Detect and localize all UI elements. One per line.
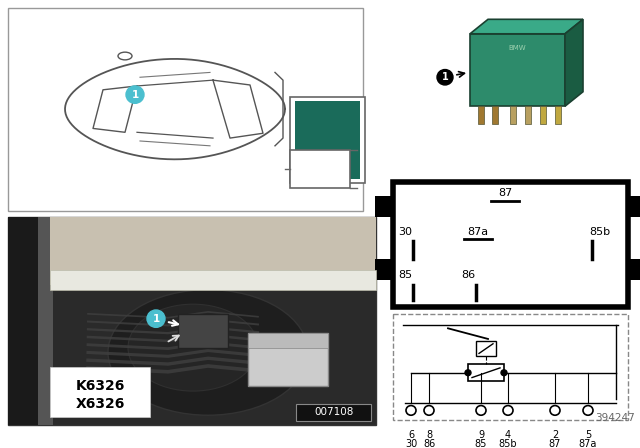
Circle shape — [503, 405, 513, 415]
Bar — [478, 106, 484, 124]
Text: 87: 87 — [549, 439, 561, 448]
Bar — [8, 217, 50, 425]
Polygon shape — [65, 59, 285, 159]
Ellipse shape — [128, 304, 258, 391]
Bar — [248, 333, 328, 386]
Bar — [468, 364, 504, 381]
Text: 394247: 394247 — [595, 413, 635, 423]
Circle shape — [476, 405, 486, 415]
Bar — [375, 196, 393, 217]
Bar — [375, 259, 393, 280]
Text: 4: 4 — [505, 430, 511, 440]
Bar — [248, 333, 328, 348]
Bar — [555, 106, 561, 124]
Text: 1: 1 — [131, 90, 139, 99]
Bar — [628, 196, 640, 217]
Circle shape — [424, 405, 434, 415]
Text: 87a: 87a — [467, 227, 488, 237]
Circle shape — [126, 86, 144, 103]
Bar — [50, 217, 376, 285]
Bar — [540, 106, 546, 124]
Bar — [38, 217, 53, 425]
Ellipse shape — [118, 52, 132, 60]
Text: 85b: 85b — [589, 227, 611, 237]
Text: 1: 1 — [442, 72, 449, 82]
Text: 86: 86 — [461, 270, 475, 280]
Text: 87: 87 — [498, 188, 512, 198]
Circle shape — [437, 69, 453, 85]
Bar — [295, 101, 360, 179]
Polygon shape — [565, 19, 583, 106]
Text: 30: 30 — [398, 227, 412, 237]
Circle shape — [550, 405, 560, 415]
Bar — [393, 181, 628, 307]
Text: 8: 8 — [426, 430, 432, 440]
Text: 86: 86 — [423, 439, 435, 448]
Bar — [50, 367, 150, 417]
Bar — [393, 314, 628, 420]
Bar — [470, 34, 565, 106]
Bar — [476, 341, 496, 356]
Text: BMW: BMW — [508, 45, 526, 51]
Bar — [492, 106, 498, 124]
Text: 007108: 007108 — [314, 407, 354, 418]
Text: 87a: 87a — [579, 439, 597, 448]
Text: 85b: 85b — [499, 439, 517, 448]
Bar — [50, 271, 376, 290]
Text: X6326: X6326 — [76, 396, 125, 411]
Bar — [290, 150, 350, 188]
Text: 2: 2 — [552, 430, 558, 440]
Text: 9: 9 — [478, 430, 484, 440]
Text: 85: 85 — [398, 270, 412, 280]
Circle shape — [501, 370, 507, 375]
Text: 5: 5 — [585, 430, 591, 440]
Circle shape — [147, 310, 165, 327]
Bar — [510, 106, 516, 124]
Bar — [290, 97, 365, 184]
Polygon shape — [470, 19, 583, 34]
Bar — [296, 404, 371, 421]
Bar — [178, 314, 228, 348]
Text: 6: 6 — [408, 430, 414, 440]
Bar — [525, 106, 531, 124]
Bar — [8, 8, 363, 211]
Bar — [628, 259, 640, 280]
Circle shape — [406, 405, 416, 415]
Text: 1: 1 — [152, 314, 159, 323]
Text: K6326: K6326 — [76, 379, 125, 393]
Text: 30: 30 — [405, 439, 417, 448]
Bar — [8, 217, 376, 425]
Circle shape — [465, 370, 471, 375]
Text: 85: 85 — [475, 439, 487, 448]
Circle shape — [583, 405, 593, 415]
Ellipse shape — [108, 290, 308, 415]
